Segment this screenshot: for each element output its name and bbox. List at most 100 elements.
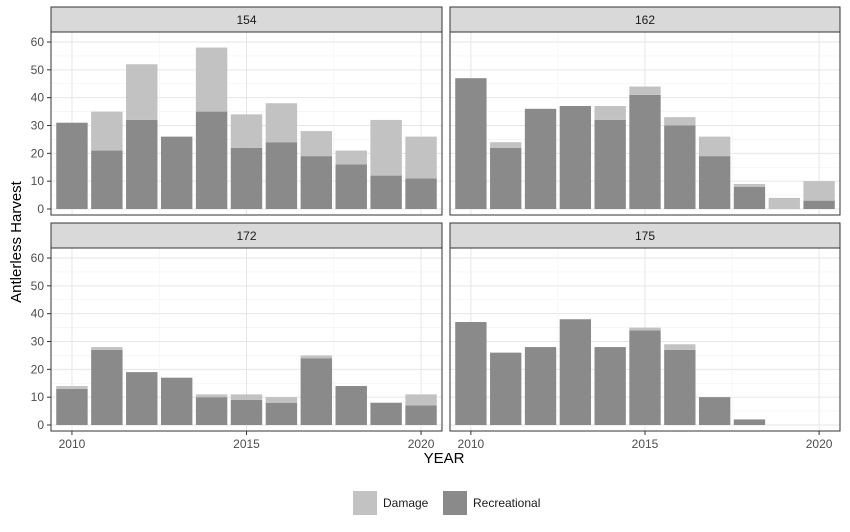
bar-recreational-154-2014: [195, 111, 228, 209]
panel-strip-154: [50, 6, 443, 33]
bar-damage-154-2012: [126, 64, 158, 120]
bar-recreational-175-2018: [733, 419, 766, 425]
bar-recreational-154-2016: [265, 142, 298, 209]
bar-damage-162-2015: [629, 86, 661, 95]
panel-title-154: 154: [236, 13, 256, 27]
bar-recreational-172-2018: [335, 386, 367, 425]
bar-recreational-162-2013: [559, 106, 592, 209]
bar-damage-154-2011: [91, 111, 123, 151]
bars-162: [455, 78, 835, 209]
y-tick-label-172-60: 60: [31, 251, 45, 265]
bar-damage-154-2015: [230, 114, 263, 148]
bar-recreational-154-2020: [405, 178, 437, 209]
bar-recreational-172-2020: [405, 405, 437, 425]
bar-recreational-154-2013: [160, 136, 193, 209]
bar-recreational-172-2013: [160, 377, 193, 425]
bar-recreational-175-2011: [490, 352, 522, 425]
plot-border-154: [50, 31, 443, 216]
bar-recreational-172-2016: [265, 402, 298, 425]
bar-recreational-172-2012: [126, 372, 158, 425]
y-tick-label-172-40: 40: [31, 307, 45, 321]
bar-damage-172-2016: [265, 397, 298, 403]
bar-damage-162-2017: [698, 136, 731, 157]
bar-damage-172-2017: [300, 355, 333, 359]
y-tick-label-172-20: 20: [31, 362, 45, 376]
bar-recreational-154-2019: [370, 175, 402, 209]
bar-damage-154-2019: [370, 119, 402, 176]
y-tick-label-172-0: 0: [37, 418, 44, 432]
y-tick-label-172-30: 30: [31, 335, 45, 349]
bar-damage-162-2020: [803, 181, 835, 201]
bar-recreational-154-2012: [126, 119, 158, 209]
bar-recreational-162-2017: [698, 156, 731, 209]
bars-175: [455, 319, 766, 425]
bar-damage-175-2015: [629, 327, 661, 331]
bar-recreational-162-2020: [803, 200, 835, 209]
panel-175: 175: [449, 222, 841, 432]
bar-recreational-154-2010: [56, 122, 88, 209]
bar-damage-175-2016: [664, 344, 696, 350]
bar-damage-172-2015: [230, 394, 263, 400]
panels-layer: 154 162 172 175: [50, 6, 841, 432]
bar-recreational-172-2017: [300, 358, 333, 425]
bar-damage-172-2011: [91, 347, 123, 350]
x-tick-label-172-2020: 2020: [408, 437, 435, 451]
y-tick-label-172-50: 50: [31, 279, 45, 293]
bar-recreational-154-2015: [230, 147, 263, 209]
y-tick-label-154-30: 30: [31, 119, 45, 133]
bar-recreational-162-2012: [524, 108, 557, 209]
x-tick-label-172-2010: 2010: [59, 437, 86, 451]
panel-strip-162: [449, 6, 841, 33]
bar-damage-154-2014: [195, 47, 228, 112]
bar-recreational-175-2017: [698, 397, 731, 425]
x-tick-label-175-2010: 2010: [458, 437, 485, 451]
bar-damage-172-2014: [195, 394, 228, 398]
bar-damage-162-2014: [594, 106, 626, 120]
legend-label-damage: Damage: [383, 496, 429, 510]
bars-172: [56, 347, 437, 425]
bar-recreational-175-2013: [559, 319, 592, 425]
bar-recreational-172-2014: [195, 397, 228, 425]
x-axis-175: 2010 2015 2020: [458, 431, 833, 451]
x-axis-title: YEAR: [424, 450, 465, 467]
bar-damage-154-2016: [265, 103, 298, 143]
bar-damage-172-2010: [56, 386, 88, 389]
y-axis-154: 0 10 20 30 40 50 60: [31, 35, 51, 216]
x-tick-label-175-2020: 2020: [806, 437, 833, 451]
y-tick-label-154-10: 10: [31, 174, 45, 188]
legend-label-recreational: Recreational: [473, 496, 540, 510]
x-tick-label-175-2015: 2015: [632, 437, 659, 451]
bar-recreational-175-2012: [524, 347, 557, 425]
x-tick-label-172-2015: 2015: [233, 437, 260, 451]
y-tick-label-154-60: 60: [31, 35, 45, 49]
bar-damage-154-2017: [300, 131, 333, 157]
panel-strip-175: [449, 222, 841, 249]
bar-recreational-175-2010: [455, 322, 487, 425]
bar-recreational-175-2016: [664, 349, 696, 425]
bar-recreational-162-2018: [733, 186, 766, 209]
plot-border-162: [449, 31, 841, 216]
y-axis-172: 0 10 20 30 40 50 60: [31, 251, 51, 432]
legend-key-recreational: [443, 491, 467, 515]
panel-172: 172: [50, 222, 443, 432]
bar-recreational-162-2016: [664, 125, 696, 209]
bars-154: [56, 47, 437, 209]
bar-recreational-175-2014: [594, 347, 626, 425]
y-tick-label-154-40: 40: [31, 91, 45, 105]
bar-recreational-172-2011: [91, 349, 123, 425]
bar-recreational-162-2015: [629, 94, 661, 209]
bar-recreational-154-2018: [335, 164, 367, 209]
bar-recreational-172-2010: [56, 388, 88, 425]
y-axis-title: Antlerless Harvest: [8, 180, 25, 303]
bar-recreational-162-2014: [594, 119, 626, 209]
legend-key-damage: [353, 491, 377, 515]
bar-damage-162-2016: [664, 117, 696, 126]
y-tick-label-154-0: 0: [37, 202, 44, 216]
bar-recreational-175-2015: [629, 330, 661, 425]
bar-recreational-172-2015: [230, 399, 263, 425]
panel-154: 154: [50, 6, 443, 216]
bar-damage-162-2019: [768, 197, 800, 209]
bar-damage-162-2011: [490, 142, 522, 148]
